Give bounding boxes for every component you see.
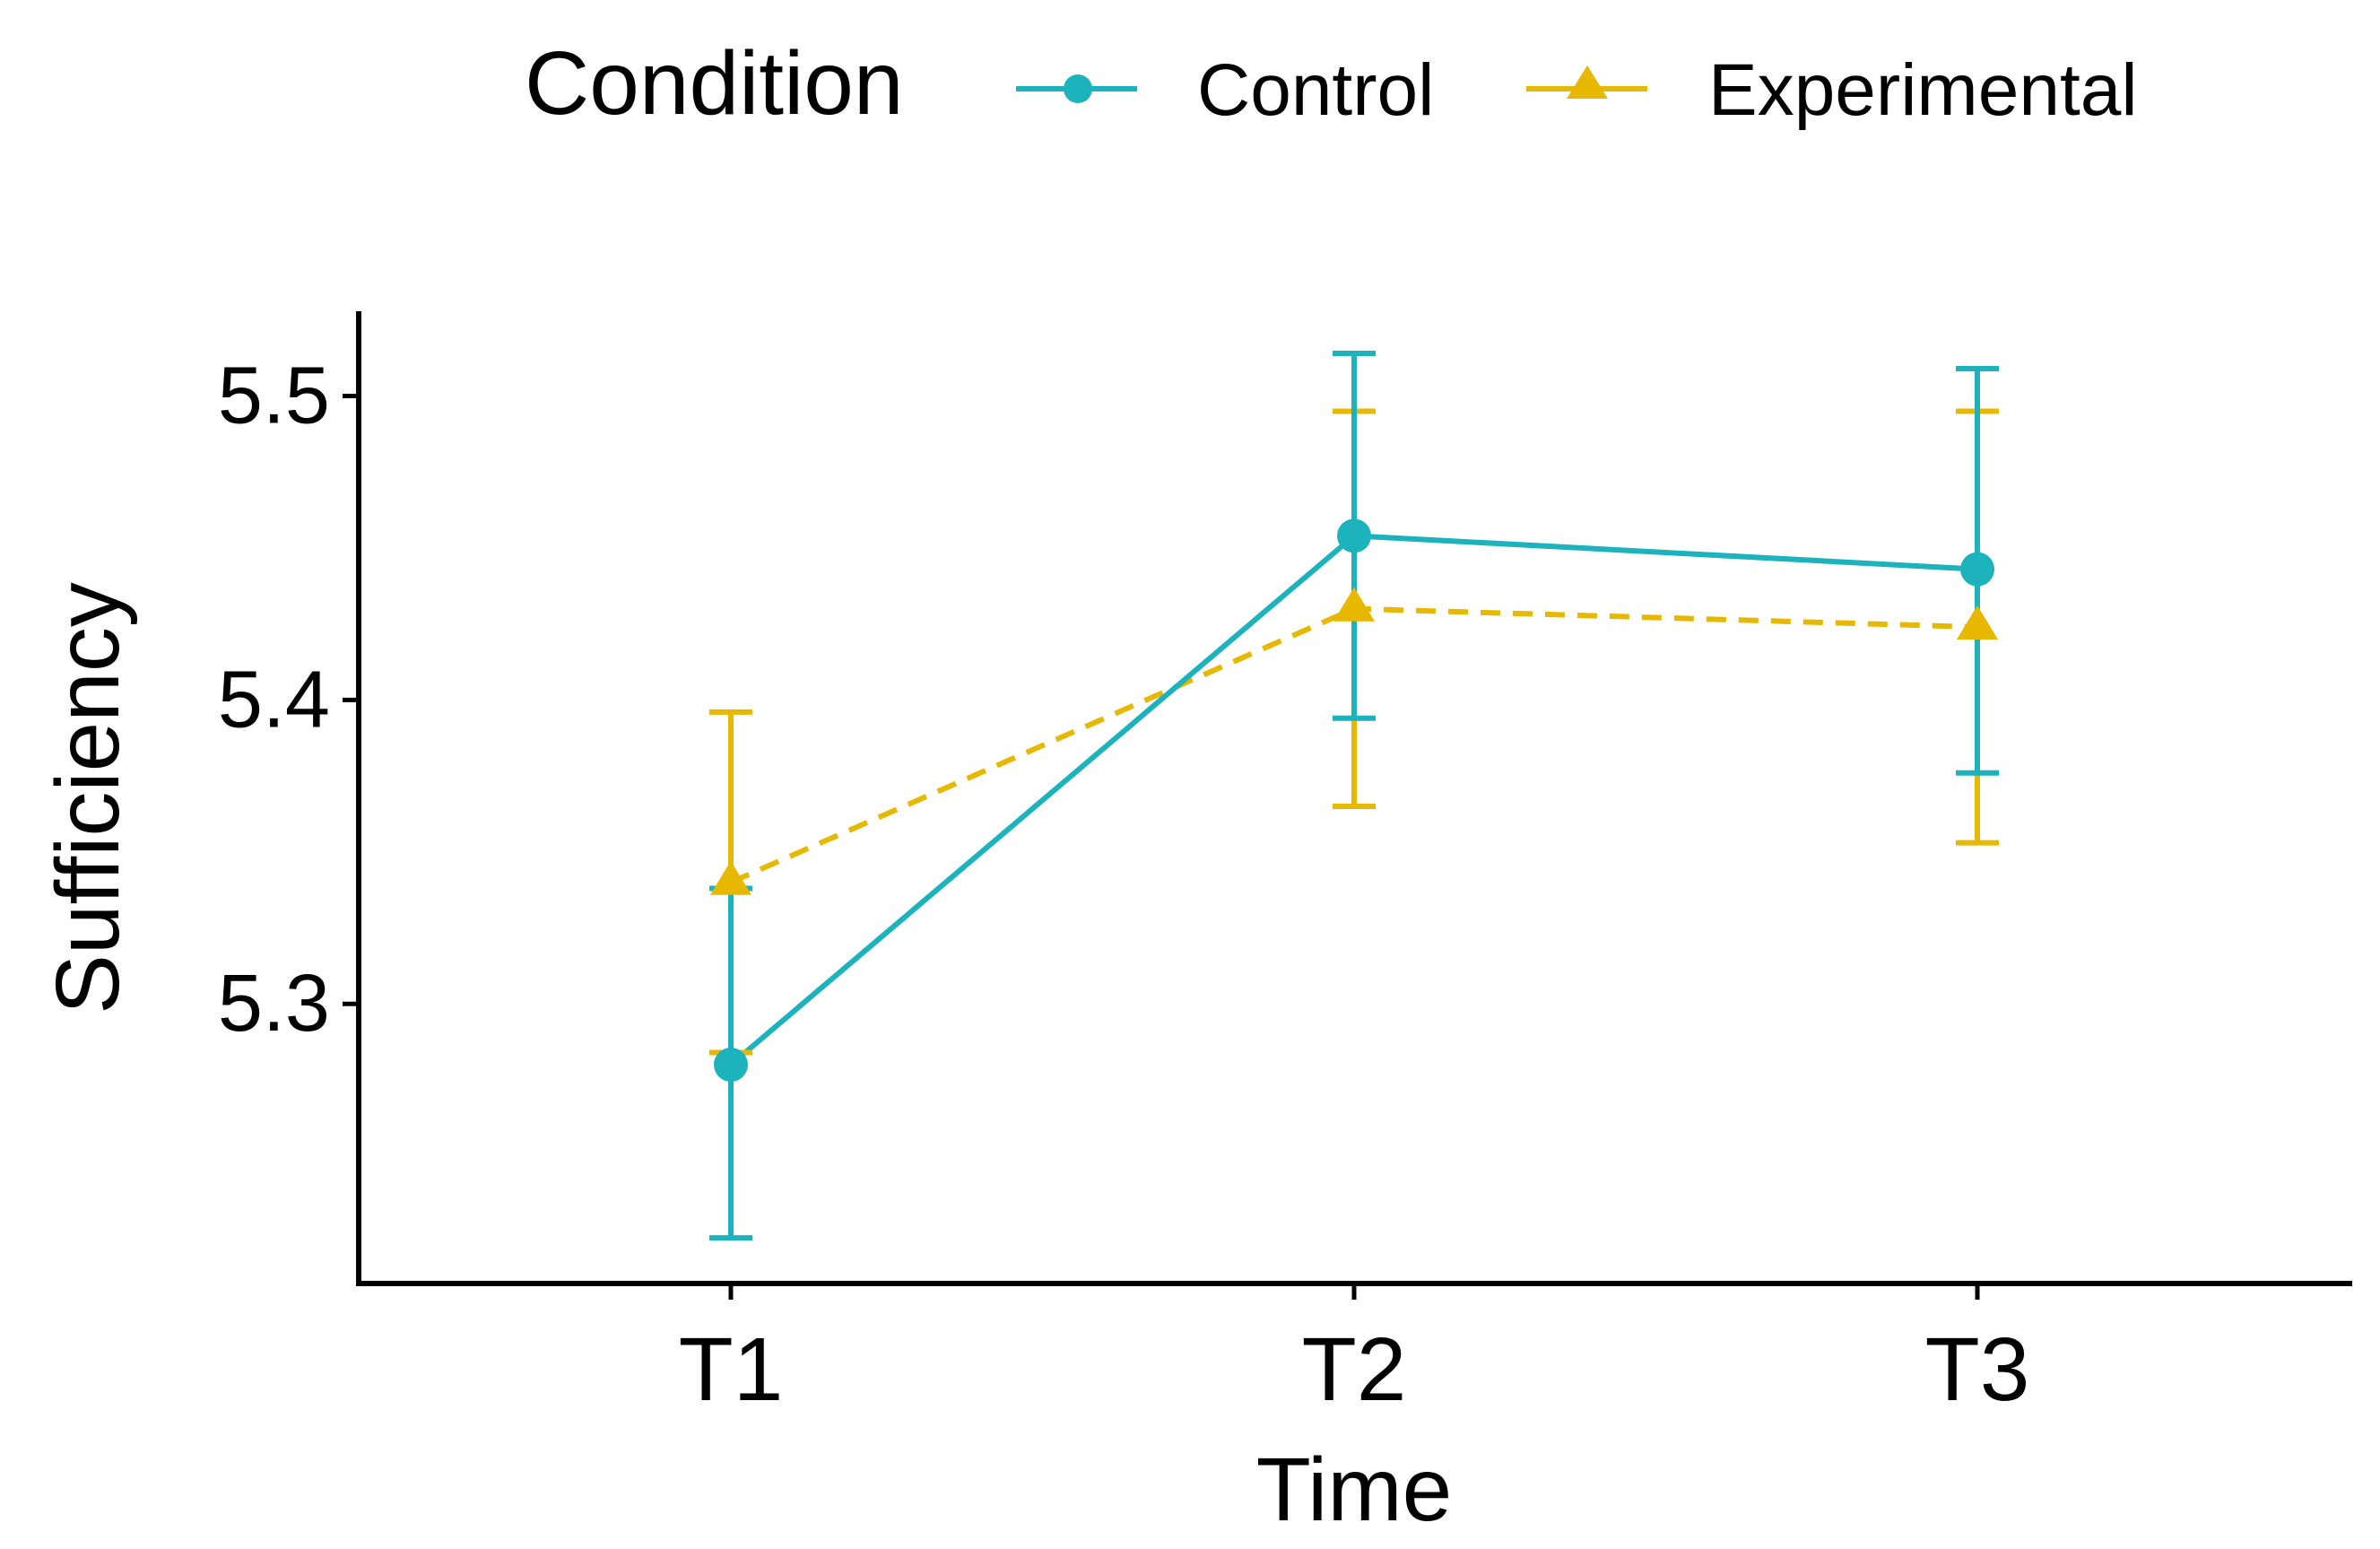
legend-title: Condition [525, 33, 904, 134]
y-tick-label: 5.3 [218, 959, 330, 1049]
data-point-control [1960, 552, 1994, 587]
data-point-control [1337, 518, 1371, 553]
x-tick-label: T1 [679, 1319, 784, 1420]
x-tick-label: T2 [1302, 1319, 1407, 1420]
data-point-experimental [710, 860, 751, 895]
data-point-control [714, 1048, 748, 1083]
legend-label-experimental: Experimental [1708, 49, 2138, 131]
y-tick-label: 5.4 [218, 655, 330, 744]
series-markers [710, 518, 1998, 1083]
legend-control-marker [1064, 74, 1092, 103]
error-bars [709, 351, 1999, 1241]
data-point-experimental [1333, 587, 1375, 622]
x-tick-label: T3 [1925, 1319, 2030, 1420]
x-ticks: T1 T2 T3 [679, 1284, 2030, 1420]
legend-label-control: Control [1197, 49, 1434, 131]
legend-key-control [1016, 74, 1137, 103]
x-axis-title: Time [1256, 1440, 1453, 1540]
legend-experimental-marker [1567, 65, 1608, 99]
data-point-experimental [1957, 605, 1998, 640]
legend: Condition Control Experimental [525, 33, 2138, 134]
y-tick-label: 5.5 [218, 351, 330, 440]
y-ticks: 5.3 5.4 5.5 [218, 351, 359, 1049]
y-axis-title: Sufficiency [38, 582, 138, 1014]
legend-key-experimental [1526, 65, 1647, 99]
